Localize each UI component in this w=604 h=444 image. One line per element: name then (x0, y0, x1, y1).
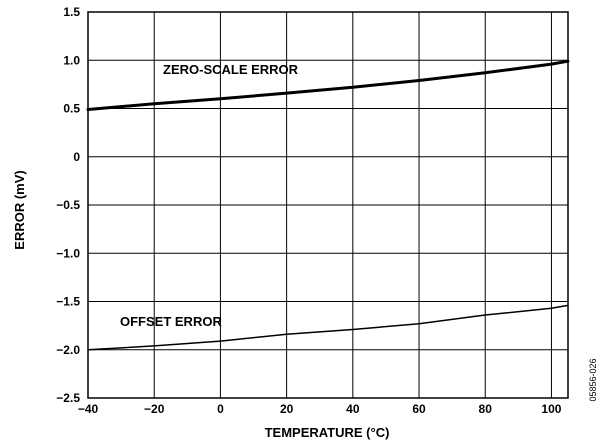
x-tick-label: 0 (217, 402, 224, 416)
series-label-offset-error: OFFSET ERROR (120, 314, 222, 329)
y-tick-label: −2.5 (56, 391, 80, 405)
y-tick-label: 1.0 (63, 53, 80, 67)
tick-labels: −40 −20 0 20 40 60 80 100 1.5 1.0 0.5 0 −0.5 −1.0 −1.5… (56, 5, 561, 416)
y-tick-label: −1.0 (56, 246, 80, 260)
y-tick-label: −2.0 (56, 343, 80, 357)
x-tick-label: 80 (479, 402, 493, 416)
y-tick-label: −0.5 (56, 198, 80, 212)
y-tick-label: 0.5 (63, 102, 80, 116)
plot-frame (87, 11, 569, 399)
y-tick-label: 1.5 (63, 5, 80, 19)
x-tick-label: 20 (280, 402, 294, 416)
y-tick-label: −1.5 (56, 295, 80, 309)
plot-border (87, 11, 569, 399)
series-lines (86, 59, 570, 351)
x-tick-label: −20 (144, 402, 165, 416)
series-label-zero-scale-error: ZERO-SCALE ERROR (163, 62, 299, 77)
y-axis-title: ERROR (mV) (12, 170, 27, 249)
figure-id: 05856-026 (588, 358, 598, 401)
series-line-offset-error (87, 304, 569, 351)
x-tick-label: 60 (412, 402, 426, 416)
x-tick-label: 100 (541, 402, 561, 416)
x-tick-label: 40 (346, 402, 360, 416)
x-axis-title: TEMPERATURE (°C) (265, 425, 390, 440)
series-line-zero-scale-error (86, 59, 570, 111)
y-tick-label: 0 (73, 150, 80, 164)
x-tick-label: −40 (78, 402, 99, 416)
